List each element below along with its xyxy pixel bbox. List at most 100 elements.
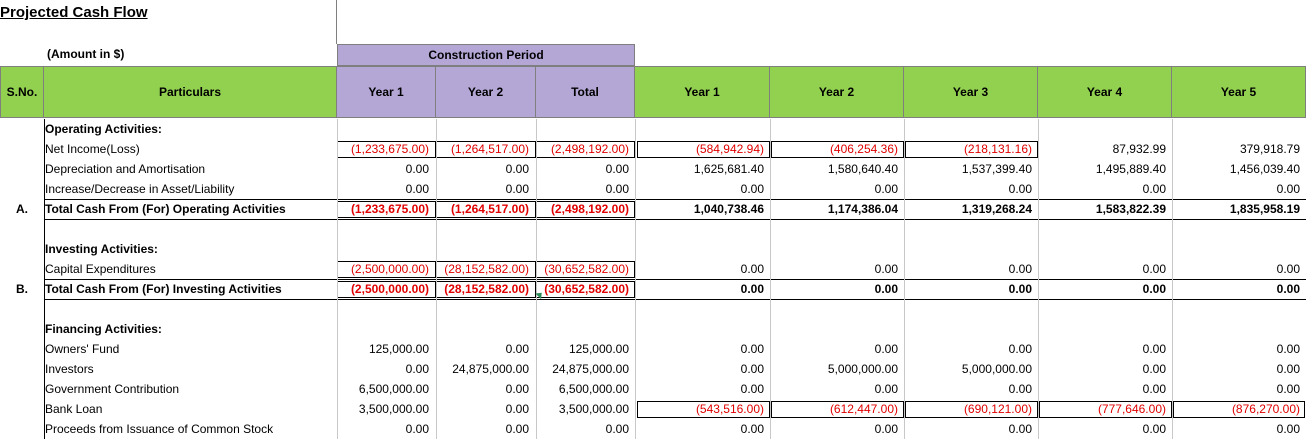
cell-year-4: 1,495,889.40 <box>1095 162 1166 176</box>
highlight-box <box>1039 401 1172 418</box>
cell-cp-year-2: 0.00 <box>505 162 529 176</box>
row-sno <box>0 139 44 159</box>
cell-cp-total: 125,000.00 <box>568 342 629 356</box>
row-label <box>44 219 45 239</box>
cell-cp-year-2: 0.00 <box>505 422 529 436</box>
cell-year-4: 0.00 <box>1142 182 1166 196</box>
cell-year-3: 0.00 <box>1008 182 1032 196</box>
header-year-4: Year 4 <box>1038 66 1172 118</box>
cell-year-2: 0.00 <box>874 262 898 276</box>
cell-year-4: (777,646.00) <box>1097 402 1166 416</box>
cell-year-1: 0.00 <box>740 382 764 396</box>
row-sno <box>0 359 44 379</box>
cell-cp-year-1: 0.00 <box>405 162 429 176</box>
header-cp-year-2: Year 2 <box>436 66 536 118</box>
cell-cp-year-2: 24,875,000.00 <box>452 362 529 376</box>
cell-cp-year-2: 0.00 <box>505 382 529 396</box>
row-label: Owners' Fund <box>45 342 120 356</box>
header-year-5: Year 5 <box>1172 66 1306 118</box>
table-row: Owners' Fund 125,000.00 0.00 125,000.00 0.00… <box>0 339 1306 359</box>
column-gridline <box>904 119 905 439</box>
cell-year-2: 0.00 <box>874 422 898 436</box>
table-row <box>0 219 1306 239</box>
header-cp-year-1: Year 1 <box>337 66 436 118</box>
cell-cp-year-2: (28,152,582.00) <box>444 262 529 276</box>
table-row: Net Income(Loss) (1,233,675.00) (1,264,517… <box>0 139 1306 159</box>
header-sno: S.No. <box>0 66 44 118</box>
cell-cp-year-2: 0.00 <box>505 342 529 356</box>
column-gridline <box>1172 119 1173 439</box>
cell-year-3: (218,131.16) <box>963 142 1032 156</box>
row-label <box>44 299 45 319</box>
cell-cp-total: 0.00 <box>605 422 629 436</box>
cell-cp-year-1: 6,500,000.00 <box>358 382 429 396</box>
cell-year-1: (543,516.00) <box>695 402 764 416</box>
table-row: Increase/Decrease in Asset/Liability 0.00… <box>0 179 1306 199</box>
cell-year-2: (612,447.00) <box>829 402 898 416</box>
cell-year-4: 0.00 <box>1142 362 1166 376</box>
table-row: Capital Expenditures (2,500,000.00) (28,15… <box>0 259 1306 279</box>
header-year-3: Year 3 <box>904 66 1038 118</box>
row-sno <box>0 159 44 179</box>
row-sno <box>0 399 44 419</box>
cell-year-4: 0.00 <box>1142 282 1166 296</box>
cell-year-4: 0.00 <box>1142 382 1166 396</box>
column-divider <box>336 0 337 44</box>
table-row: Investors 0.00 24,875,000.00 24,875,000.00 0… <box>0 359 1306 379</box>
row-sno: A. <box>16 202 28 216</box>
amount-note: (Amount in $) <box>47 47 125 61</box>
cell-year-3: 0.00 <box>1008 262 1032 276</box>
column-gridline <box>536 119 537 439</box>
highlight-box <box>771 401 904 418</box>
highlight-box <box>905 401 1038 418</box>
cell-year-2: 0.00 <box>874 382 898 396</box>
cell-year-5: 0.00 <box>1276 182 1300 196</box>
row-label: Bank Loan <box>45 402 103 416</box>
cell-year-3: 0.00 <box>1008 422 1032 436</box>
cell-year-3: 5,000,000.00 <box>961 362 1032 376</box>
row-label: Net Income(Loss) <box>45 142 140 156</box>
column-gridline <box>436 119 437 439</box>
cell-year-5: 1,835,958.19 <box>1229 202 1300 216</box>
column-gridline <box>337 119 338 439</box>
highlight-box <box>637 141 770 158</box>
construction-period-header: Construction Period <box>337 44 635 66</box>
cell-cp-year-1: 0.00 <box>405 422 429 436</box>
cell-cp-total: (30,652,582.00) <box>544 262 629 276</box>
row-sno: B. <box>16 282 28 296</box>
cell-cp-year-2: (1,264,517.00) <box>450 202 529 216</box>
row-sno <box>0 339 44 359</box>
cell-year-5: 0.00 <box>1276 362 1300 376</box>
row-label: Investors <box>45 362 94 376</box>
cell-cp-year-2: 0.00 <box>505 402 529 416</box>
row-label: Total Cash From (For) Operating Activiti… <box>45 202 286 216</box>
table-row: Bank Loan 3,500,000.00 0.00 3,500,000.00 (54… <box>0 399 1306 419</box>
header-year-2: Year 2 <box>770 66 904 118</box>
cell-year-5: 1,456,039.40 <box>1229 162 1300 176</box>
cell-year-4: 1,583,822.39 <box>1095 202 1166 216</box>
cell-year-5: 0.00 <box>1276 382 1300 396</box>
highlight-box <box>536 201 635 218</box>
cell-cp-year-1: (1,233,675.00) <box>350 202 429 216</box>
cell-year-1: 0.00 <box>740 422 764 436</box>
cell-year-4: 0.00 <box>1142 342 1166 356</box>
cell-year-1: (584,942.94) <box>695 142 764 156</box>
cell-cp-total: (30,652,582.00) <box>544 282 629 296</box>
row-sno <box>0 119 44 139</box>
row-label: Government Contribution <box>45 382 180 396</box>
section-header-row: Operating Activities: <box>0 119 1306 139</box>
cell-year-5: 0.00 <box>1276 262 1300 276</box>
highlight-box <box>771 141 904 158</box>
cell-cp-year-1: (1,233,675.00) <box>350 142 429 156</box>
total-row-top-border <box>44 279 1306 280</box>
column-gridline <box>770 119 771 439</box>
cell-year-3: 1,319,268.24 <box>961 202 1032 216</box>
cell-cp-total: (2,498,192.00) <box>550 142 629 156</box>
cell-year-2: 0.00 <box>874 342 898 356</box>
cell-year-3: (690,121.00) <box>963 402 1032 416</box>
cell-year-5: (876,270.00) <box>1231 402 1300 416</box>
cell-year-2: 0.00 <box>874 182 898 196</box>
highlight-box <box>905 141 1038 158</box>
highlight-box <box>436 281 536 298</box>
cell-cp-total: 3,500,000.00 <box>558 402 629 416</box>
